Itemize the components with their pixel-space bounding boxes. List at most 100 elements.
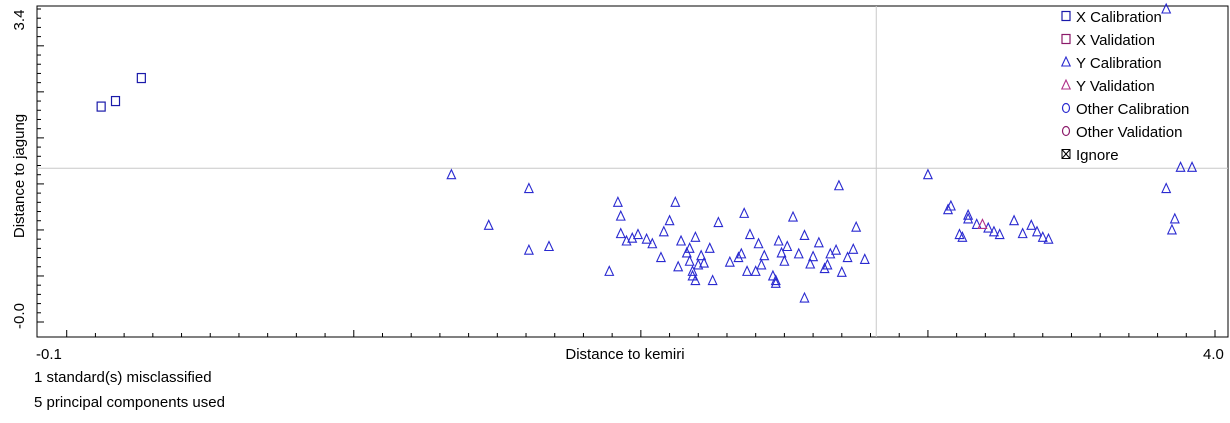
y-calibration-point xyxy=(1017,227,1028,239)
legend-label-other-calibration: Other Calibration xyxy=(1076,101,1189,118)
x-axis-ticks xyxy=(66,330,1216,337)
y-calibration-point xyxy=(776,246,787,258)
y-calibration-point xyxy=(787,210,799,222)
y-calibration-point xyxy=(770,277,781,288)
y-calibration-point xyxy=(1037,231,1048,242)
y-calibration-point xyxy=(822,258,833,270)
components-note: 5 principal components used xyxy=(34,394,225,411)
y-calibration-point xyxy=(1186,161,1198,172)
legend-marker-other-validation xyxy=(1061,125,1071,137)
y-calibration-point xyxy=(690,231,701,242)
y-calibration-point xyxy=(1043,232,1054,244)
y-calibration-point xyxy=(799,291,810,303)
y-calibration-point xyxy=(813,236,824,248)
y-calibration-point xyxy=(670,196,681,207)
y-calibration-point xyxy=(664,214,675,226)
legend-marker-x-calibration xyxy=(1061,10,1071,22)
y-calibration-point xyxy=(632,228,644,240)
y-calibration-point xyxy=(693,258,704,270)
y-calibration-point xyxy=(736,247,747,259)
y-calibration-point xyxy=(1166,223,1178,235)
y-calibration-point xyxy=(770,274,781,286)
y-calibration-point xyxy=(971,218,982,229)
legend-marker-y-calibration xyxy=(1060,55,1072,67)
y-calibration-point xyxy=(1161,182,1172,194)
y-calibration-point xyxy=(957,231,968,242)
x-tick-label-min: -0.1 xyxy=(36,346,62,363)
misclassified-note: 1 standard(s) misclassified xyxy=(34,369,212,386)
y-calibration-point xyxy=(963,208,974,220)
y-calibration-point xyxy=(779,254,790,266)
y-calibration-point xyxy=(684,254,695,266)
y-calibration-point xyxy=(523,243,534,255)
y-calibration-point xyxy=(750,265,761,276)
legend-label-other-validation: Other Validation xyxy=(1076,124,1182,141)
y-calibration-point xyxy=(707,274,718,286)
legend-label-y-calibration: Y Calibration xyxy=(1076,55,1162,72)
x-tick-label-max: 4.0 xyxy=(1203,346,1224,363)
y-calibration-point xyxy=(756,258,767,270)
y-calibration-point xyxy=(1169,212,1180,224)
y-calibration-point xyxy=(808,250,819,262)
y-axis-label: Distance to jagung xyxy=(11,114,28,238)
y-calibration-point xyxy=(848,242,859,254)
y-calibration-point xyxy=(687,265,698,276)
y-calibration-point xyxy=(759,249,770,261)
y-calibration-point xyxy=(687,269,698,281)
x-axis-label: Distance to kemiri xyxy=(565,346,684,363)
y-validation-point xyxy=(977,218,988,229)
y-calibration-point xyxy=(523,182,534,194)
y-calibration-point xyxy=(483,219,494,230)
y-calibration-point xyxy=(799,229,810,241)
legend-label-x-validation: X Validation xyxy=(1076,32,1155,49)
y-calibration-point xyxy=(615,227,626,239)
legend: X Calibration X Validation Y Calibration Y … xyxy=(1060,9,1189,164)
y-calibration-point xyxy=(1026,219,1037,230)
y-tick-label-min: -0.0 xyxy=(11,303,28,329)
y-calibration-point xyxy=(988,225,1000,237)
y-calibration-point xyxy=(698,256,710,268)
y-calibration-point xyxy=(942,203,954,215)
y-calibration-point xyxy=(713,216,724,228)
y-calibration-point xyxy=(647,237,658,249)
data-points xyxy=(96,2,1198,303)
y-calibration-point xyxy=(767,269,778,281)
y-calibration-point xyxy=(753,237,764,249)
x-calibration-point xyxy=(96,101,106,112)
y-calibration-point xyxy=(1175,161,1186,172)
y-calibration-point xyxy=(615,209,626,221)
y-calibration-point xyxy=(446,168,457,180)
y-calibration-point xyxy=(658,225,669,237)
y-calibration-point xyxy=(859,253,870,264)
y-axis-ticks xyxy=(37,8,44,323)
y-calibration-point xyxy=(724,255,735,267)
y-calibration-point xyxy=(1031,225,1043,237)
y-calibration-point xyxy=(1008,214,1020,226)
y-calibration-point xyxy=(673,260,684,272)
y-calibration-point xyxy=(782,240,793,252)
y-calibration-point xyxy=(851,220,862,232)
y-calibration-point xyxy=(833,179,844,191)
y-calibration-point xyxy=(733,251,744,263)
y-calibration-point xyxy=(744,228,756,240)
legend-marker-y-validation xyxy=(1060,78,1072,90)
y-calibration-point xyxy=(604,265,615,276)
legend-marker-other-calibration xyxy=(1061,102,1071,114)
y-calibration-point xyxy=(994,228,1005,240)
y-tick-label-max: 3.4 xyxy=(11,10,28,31)
y-calibration-point xyxy=(696,249,707,261)
legend-marker-ignore xyxy=(1061,149,1071,159)
y-calibration-point xyxy=(805,257,816,269)
y-calibration-point xyxy=(963,212,974,224)
y-calibration-point xyxy=(543,240,555,252)
legend-label-ignore: Ignore xyxy=(1076,147,1119,164)
y-calibration-point xyxy=(1161,2,1172,14)
y-calibration-point xyxy=(945,199,956,211)
y-calibration-point xyxy=(742,265,753,276)
y-calibration-point xyxy=(836,265,847,277)
y-calibration-point xyxy=(819,262,830,274)
y-calibration-point xyxy=(612,196,623,207)
y-calibration-point xyxy=(842,251,853,263)
y-calibration-point xyxy=(830,243,842,255)
